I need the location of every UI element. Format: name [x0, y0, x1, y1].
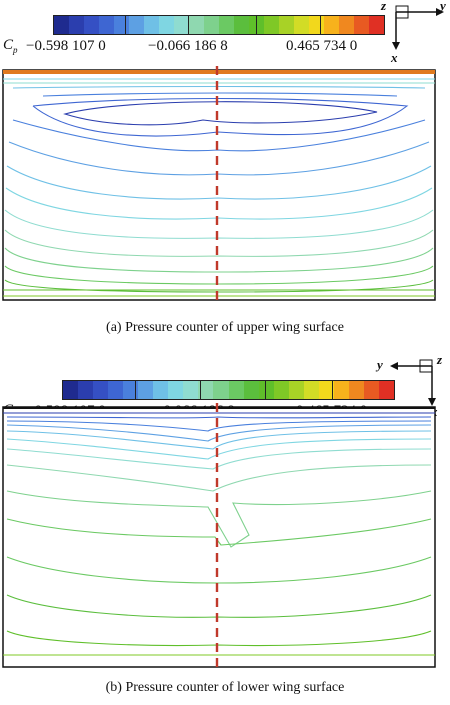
colorbar-b-swatch: [258, 381, 274, 399]
colorbar-b-swatch: [198, 381, 214, 399]
cp-label-a: Cp: [3, 37, 18, 55]
colorbar-b: [62, 380, 395, 400]
caption-lower: (b) Pressure counter of lower wing surfa…: [105, 680, 345, 695]
colorbar-a-swatch: [69, 16, 84, 34]
axis-a-z: z: [381, 0, 387, 13]
colorbar-b-tick-1: [135, 380, 136, 400]
axis-triad-a: [392, 5, 444, 50]
colorbar-b-swatch: [93, 381, 109, 399]
colorbar-b-tick-2: [200, 380, 201, 400]
caption-upper: (a) Pressure counter of upper wing surfa…: [106, 320, 344, 335]
colorbar-a-swatch: [324, 16, 339, 34]
colorbar-b-swatch: [288, 381, 304, 399]
colorbar-b-swatch: [363, 381, 379, 399]
colorbar-b-swatch: [123, 381, 139, 399]
colorbar-b-swatch: [108, 381, 124, 399]
legend-a-mid: −0.066 186 8: [148, 38, 228, 54]
colorbar-a-swatch: [354, 16, 369, 34]
colorbar-a-swatch: [219, 16, 234, 34]
colorbar-a-swatch: [294, 16, 309, 34]
axis-a-x: x: [391, 50, 398, 65]
colorbar-b-swatch: [348, 381, 364, 399]
legend-a-min: −0.598 107 0: [26, 38, 106, 54]
leading-edge-strip-upper: [3, 70, 435, 74]
axis-triad-b: [390, 359, 436, 406]
colorbar-a-swatch: [204, 16, 219, 34]
colorbar-a-swatch: [264, 16, 279, 34]
colorbar-a-swatch: [159, 16, 174, 34]
axis-b-z: z: [437, 352, 443, 367]
colorbar-a-swatch: [129, 16, 144, 34]
colorbar-a-swatch: [189, 16, 204, 34]
legend-a-max: 0.465 734 0: [286, 38, 358, 54]
colorbar-b-swatch: [318, 381, 334, 399]
colorbar-a-tick-2: [188, 15, 189, 35]
colorbar-a-swatch: [234, 16, 249, 34]
colorbar-b-swatch: [303, 381, 319, 399]
colorbar-a-tick-1: [125, 15, 126, 35]
colorbar-a-swatch: [84, 16, 99, 34]
colorbar-a-swatch: [114, 16, 129, 34]
colorbar-b-swatch: [273, 381, 289, 399]
colorbar-a-swatch: [144, 16, 159, 34]
colorbar-a-swatch: [339, 16, 354, 34]
colorbar-b-swatch: [213, 381, 229, 399]
colorbar-b-swatch: [183, 381, 199, 399]
colorbar-a-swatch: [309, 16, 324, 34]
contour-plot-lower: [2, 403, 436, 669]
colorbar-b-swatch: [153, 381, 169, 399]
axis-b-y: y: [377, 357, 383, 372]
colorbar-a-swatch: [369, 16, 384, 34]
colorbar-b-tick-4: [332, 380, 333, 400]
colorbar-a-tick-4: [320, 15, 321, 35]
colorbar-a-swatch: [54, 16, 69, 34]
colorbar-b-swatch: [243, 381, 259, 399]
colorbar-a-tick-3: [256, 15, 257, 35]
colorbar-a-swatch: [99, 16, 114, 34]
colorbar-b-swatch: [333, 381, 349, 399]
colorbar-a: [53, 15, 385, 35]
colorbar-a-swatch: [279, 16, 294, 34]
contour-plot-upper: [2, 66, 436, 302]
colorbar-b-swatch: [78, 381, 94, 399]
colorbar-b-swatch: [63, 381, 79, 399]
colorbar-b-swatch: [138, 381, 154, 399]
colorbar-b-swatch: [378, 381, 395, 399]
axis-a-y: y: [440, 0, 446, 13]
colorbar-b-tick-3: [265, 380, 266, 400]
colorbar-b-swatch: [228, 381, 244, 399]
colorbar-a-swatch: [174, 16, 189, 34]
colorbar-b-swatch: [168, 381, 184, 399]
